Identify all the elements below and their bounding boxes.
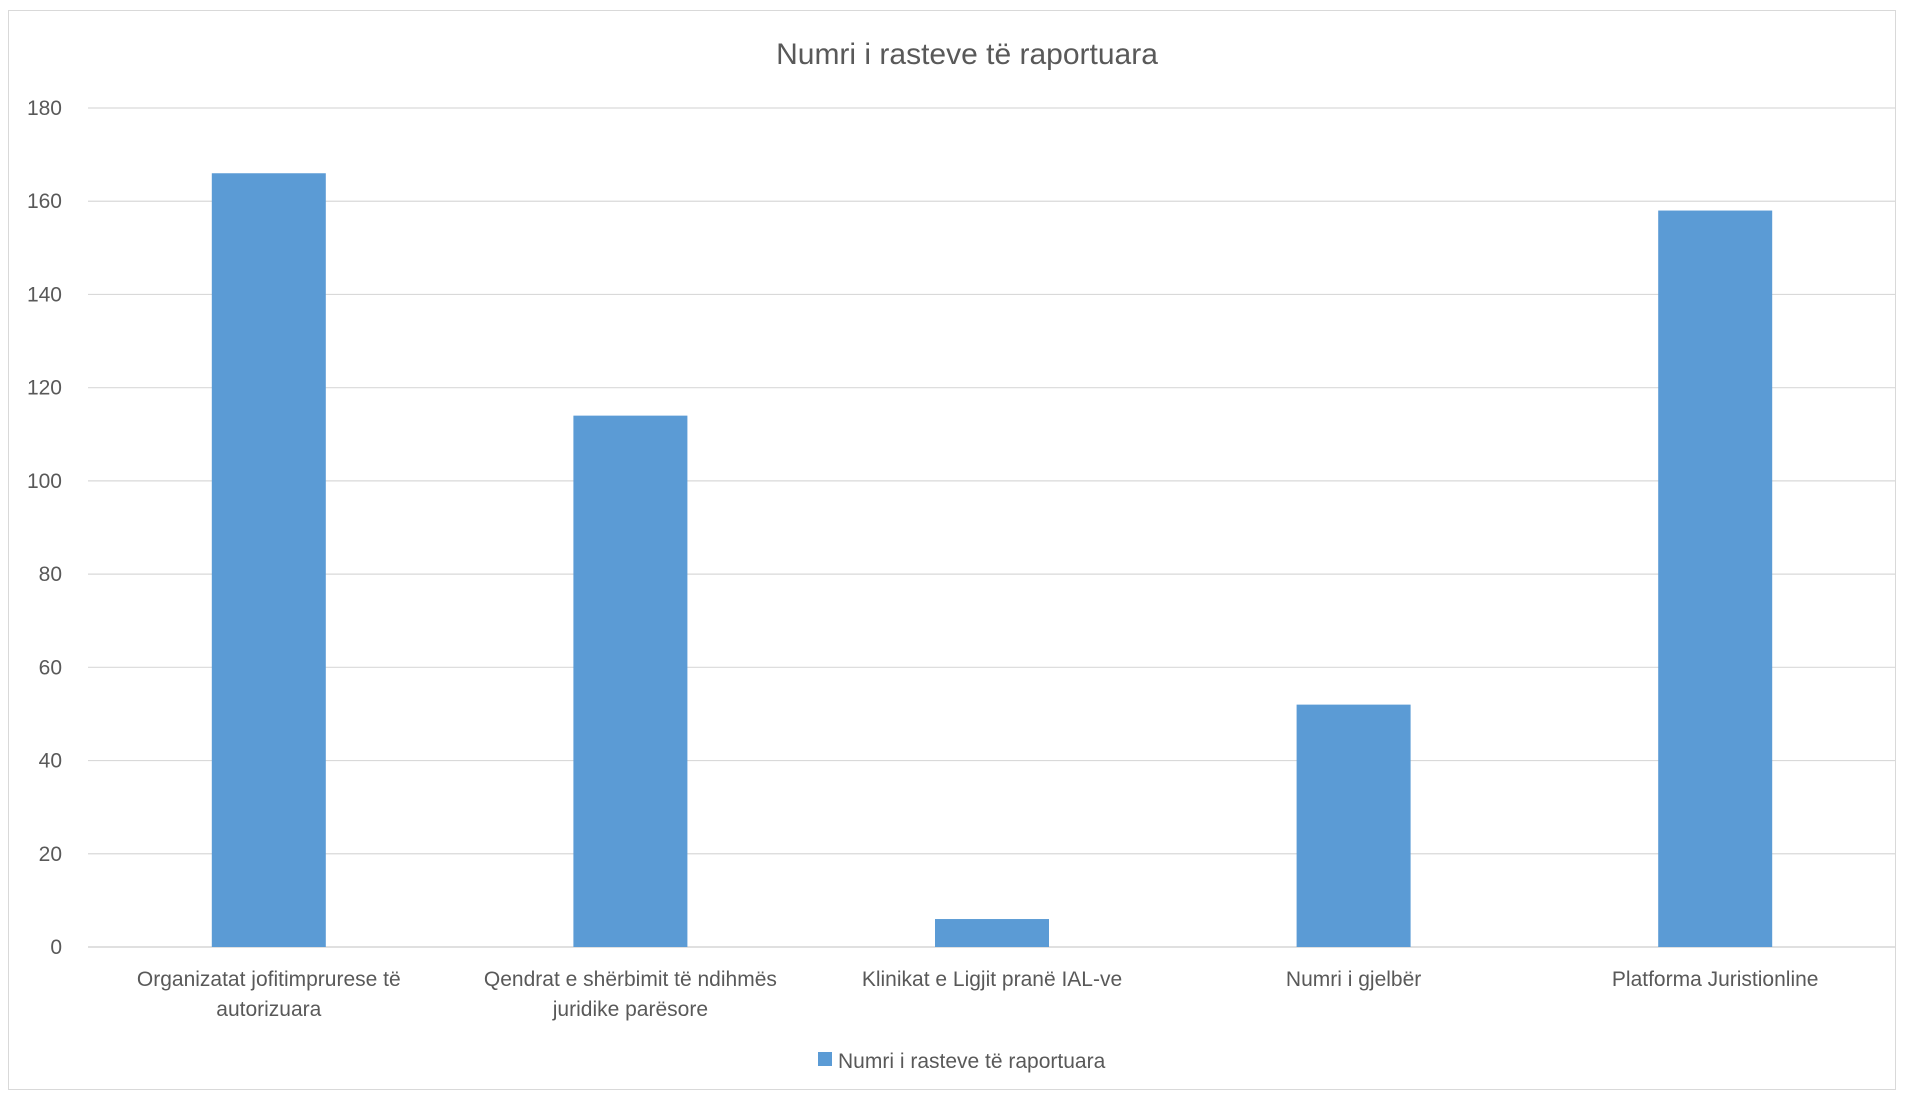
legend-swatch <box>818 1052 832 1066</box>
x-axis-labels: Organizatat jofitimprurese të autorizuara… <box>137 968 1819 1021</box>
bar <box>573 415 688 948</box>
x-tick-label: juridike parësore <box>552 998 708 1021</box>
y-tick-label: 80 <box>39 563 62 586</box>
y-tick-label: 100 <box>27 470 62 493</box>
bar <box>1658 210 1773 948</box>
chart-title: Numri i rasteve të raportuara <box>776 38 1158 71</box>
legend-label: Numri i rasteve të raportuara <box>838 1050 1106 1073</box>
y-tick-label: 140 <box>27 283 62 306</box>
bars <box>211 173 1773 948</box>
legend: Numri i rasteve të raportuara <box>818 1050 1106 1073</box>
bar <box>1296 704 1411 947</box>
y-tick-label: 20 <box>39 843 62 866</box>
gridlines <box>88 107 1896 948</box>
y-tick-label: 120 <box>27 377 62 400</box>
y-tick-label: 40 <box>39 750 62 773</box>
x-tick-label: autorizuara <box>216 998 321 1021</box>
x-tick-label: Qendrat e shërbimit të ndihmës <box>484 968 777 991</box>
x-tick-label: Organizatat jofitimprurese të <box>137 968 401 991</box>
y-axis-ticks: 0 20 40 60 80 100 120 140 160 180 <box>27 97 62 959</box>
y-tick-label: 60 <box>39 656 62 679</box>
x-tick-label: Platforma Juristionline <box>1612 968 1819 991</box>
x-tick-label: Klinikat e Ligjit pranë IAL-ve <box>862 968 1122 991</box>
bar <box>935 919 1049 947</box>
x-tick-label: Numri i gjelbër <box>1286 968 1421 991</box>
y-tick-label: 180 <box>27 97 62 120</box>
y-tick-label: 160 <box>27 190 62 213</box>
bar <box>211 173 326 947</box>
y-tick-label: 0 <box>50 936 62 959</box>
